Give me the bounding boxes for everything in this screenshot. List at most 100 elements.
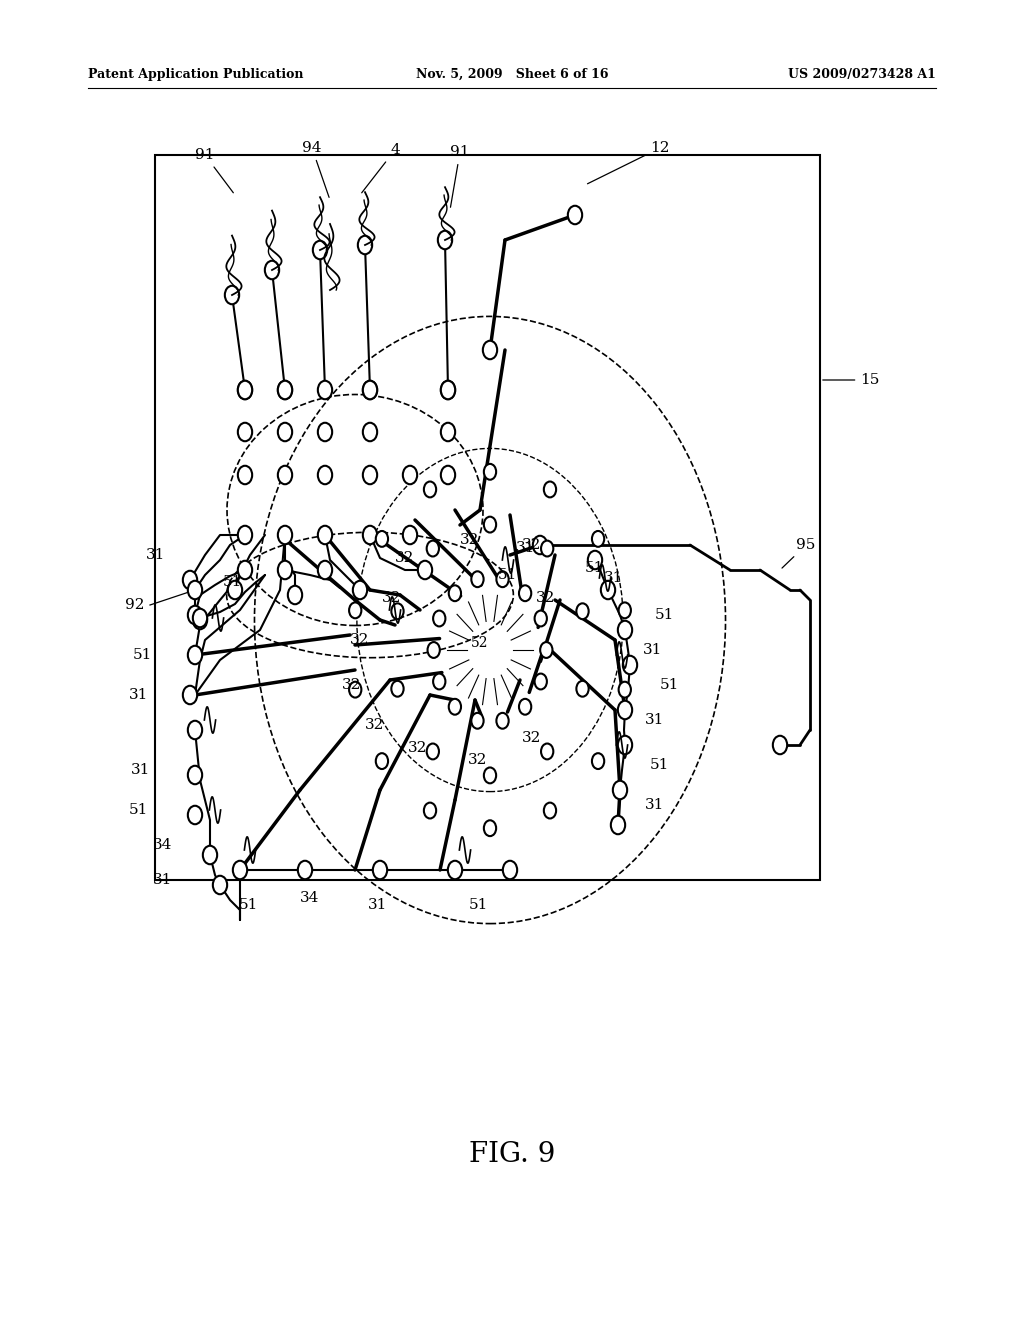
Circle shape <box>278 466 292 484</box>
Circle shape <box>433 611 445 627</box>
Circle shape <box>373 861 387 879</box>
Circle shape <box>183 570 198 589</box>
Circle shape <box>376 531 388 546</box>
Circle shape <box>497 572 509 587</box>
Circle shape <box>278 561 292 579</box>
Circle shape <box>544 803 556 818</box>
Circle shape <box>362 380 377 399</box>
Text: 51: 51 <box>660 678 679 692</box>
Circle shape <box>577 603 589 619</box>
Circle shape <box>440 466 455 484</box>
Circle shape <box>447 861 462 879</box>
Circle shape <box>617 620 632 639</box>
Text: 91: 91 <box>196 148 233 193</box>
Circle shape <box>238 380 252 399</box>
Circle shape <box>278 525 292 544</box>
Circle shape <box>238 466 252 484</box>
Text: 31: 31 <box>643 643 663 657</box>
Circle shape <box>187 581 202 599</box>
Circle shape <box>187 721 202 739</box>
Text: 51: 51 <box>239 898 258 912</box>
Text: Nov. 5, 2009   Sheet 6 of 16: Nov. 5, 2009 Sheet 6 of 16 <box>416 69 608 81</box>
Circle shape <box>313 240 328 259</box>
Text: 95: 95 <box>782 539 816 568</box>
Circle shape <box>225 285 240 304</box>
Circle shape <box>362 525 377 544</box>
Circle shape <box>449 585 461 601</box>
Text: 51: 51 <box>655 609 675 622</box>
Circle shape <box>617 701 632 719</box>
Circle shape <box>592 531 604 546</box>
Circle shape <box>418 561 432 579</box>
Circle shape <box>298 861 312 879</box>
Text: 31: 31 <box>516 541 536 554</box>
Circle shape <box>227 581 242 599</box>
Circle shape <box>612 780 627 799</box>
Circle shape <box>541 642 553 657</box>
Circle shape <box>317 380 332 399</box>
Circle shape <box>424 482 436 498</box>
Text: 31: 31 <box>604 572 624 585</box>
Circle shape <box>471 713 483 729</box>
Circle shape <box>588 550 602 569</box>
Circle shape <box>427 743 439 759</box>
Text: 34: 34 <box>300 891 319 906</box>
Text: 32: 32 <box>522 539 542 552</box>
Circle shape <box>278 380 292 399</box>
Text: 51: 51 <box>650 758 670 772</box>
Text: 15: 15 <box>822 374 880 387</box>
Text: 31: 31 <box>129 688 148 702</box>
Text: 51: 51 <box>498 568 517 582</box>
Circle shape <box>183 686 198 705</box>
Text: 32: 32 <box>350 634 370 647</box>
Text: 32: 32 <box>468 752 487 767</box>
Circle shape <box>317 525 332 544</box>
Circle shape <box>541 743 553 759</box>
Circle shape <box>193 611 207 630</box>
Circle shape <box>440 380 455 399</box>
Circle shape <box>618 602 631 618</box>
Text: 32: 32 <box>395 550 415 565</box>
Circle shape <box>238 525 252 544</box>
Circle shape <box>618 681 631 697</box>
Circle shape <box>617 735 632 754</box>
Circle shape <box>238 561 252 579</box>
Circle shape <box>391 681 403 697</box>
Circle shape <box>288 586 302 605</box>
Circle shape <box>568 206 583 224</box>
Text: 32: 32 <box>537 591 556 605</box>
Circle shape <box>349 602 361 618</box>
Text: 31: 31 <box>645 799 665 812</box>
Circle shape <box>532 536 547 554</box>
Circle shape <box>238 380 252 399</box>
Circle shape <box>203 846 217 865</box>
Text: FIG. 9: FIG. 9 <box>469 1142 555 1168</box>
Circle shape <box>623 656 637 675</box>
Circle shape <box>773 735 787 754</box>
Circle shape <box>433 673 445 689</box>
Circle shape <box>238 422 252 441</box>
Circle shape <box>497 713 509 729</box>
Circle shape <box>483 341 498 359</box>
Circle shape <box>544 482 556 498</box>
Circle shape <box>357 236 372 255</box>
Text: 32: 32 <box>382 591 401 605</box>
Circle shape <box>349 681 361 697</box>
Circle shape <box>362 422 377 441</box>
Circle shape <box>440 422 455 441</box>
Circle shape <box>402 466 417 484</box>
Circle shape <box>535 611 547 627</box>
Text: 51: 51 <box>129 803 148 817</box>
Circle shape <box>427 541 439 557</box>
Text: US 2009/0273428 A1: US 2009/0273428 A1 <box>788 69 936 81</box>
Circle shape <box>519 698 531 714</box>
Circle shape <box>440 380 455 399</box>
Circle shape <box>541 541 553 557</box>
Circle shape <box>187 606 202 624</box>
Text: 32: 32 <box>461 533 479 546</box>
Text: 94: 94 <box>302 141 329 198</box>
Circle shape <box>232 861 247 879</box>
Circle shape <box>484 516 497 532</box>
Text: 31: 31 <box>369 898 388 912</box>
Text: 31: 31 <box>145 548 165 562</box>
